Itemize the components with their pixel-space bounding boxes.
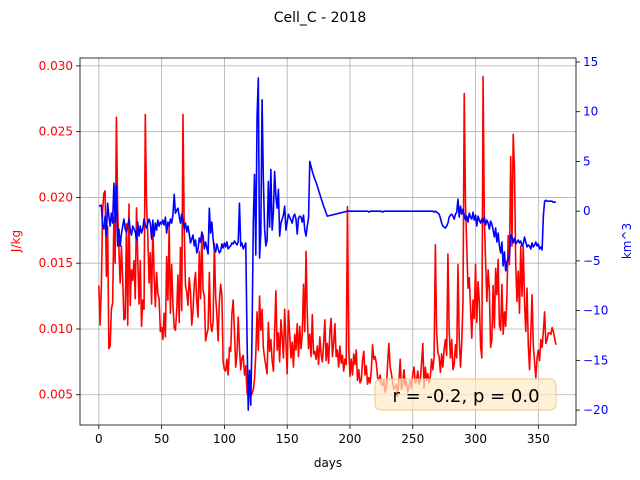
grid-lines [80, 58, 576, 425]
plot-frame [79, 57, 577, 426]
right-y-tick-label: 10 [583, 105, 598, 119]
right-y-tick-label: −10 [583, 304, 608, 318]
right-y-tick-label: 0 [583, 204, 591, 218]
left-y-axis-label: J/kg [9, 230, 23, 253]
right-series [98, 77, 556, 411]
x-tick-label: 250 [401, 432, 424, 446]
left-y-tick-label: 0.010 [39, 322, 73, 336]
right-y-tick-label: −5 [583, 254, 601, 268]
x-tick-label: 350 [527, 432, 550, 446]
left-y-tick-label: 0.025 [39, 125, 73, 139]
left-y-tick-label: 0.005 [39, 388, 73, 402]
x-tick-label: 300 [464, 432, 487, 446]
x-axis-label: days [314, 456, 342, 470]
left-series [98, 75, 557, 399]
x-tick-label: 50 [154, 432, 169, 446]
right-y-axis-label: km^3 [620, 223, 634, 259]
correlation-annotation: r = -0.2, p = 0.0 [374, 378, 557, 411]
chart-title: Cell_C - 2018 [274, 10, 367, 26]
x-tick-label: 150 [276, 432, 299, 446]
left-series-line [98, 75, 557, 399]
left-y-axis-ticks: 0.005 0.010 0.015 0.020 0.025 0.030 [39, 59, 80, 402]
right-series-line [98, 77, 556, 411]
x-tick-label: 200 [339, 432, 362, 446]
right-y-tick-label: 5 [583, 154, 591, 168]
left-y-tick-label: 0.020 [39, 190, 73, 204]
right-y-tick-label: −20 [583, 403, 608, 417]
left-y-tick-label: 0.015 [39, 256, 73, 270]
left-y-tick-label: 0.030 [39, 59, 73, 73]
right-y-axis-ticks: −20 −15 −10 −5 0 5 10 15 [576, 55, 608, 417]
x-tick-label: 100 [213, 432, 236, 446]
right-y-tick-label: −15 [583, 353, 608, 367]
x-axis-ticks: 0 50 100 150 200 250 300 350 [95, 425, 550, 446]
annotation-text: r = -0.2, p = 0.0 [392, 386, 539, 407]
right-y-tick-label: 15 [583, 55, 598, 69]
x-tick-label: 0 [95, 432, 103, 446]
annotation-box [374, 378, 557, 411]
